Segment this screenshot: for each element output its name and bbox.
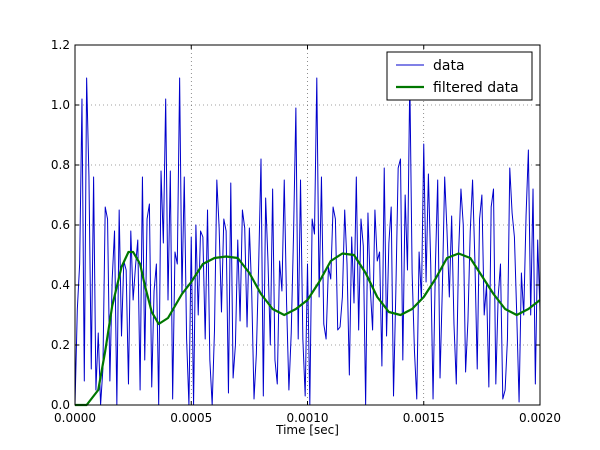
x-tick-label: 0.0015	[403, 411, 445, 425]
y-tick-label: 1.0	[51, 98, 70, 112]
x-tick-label: 0.0000	[54, 411, 96, 425]
series-layer	[74, 77, 541, 407]
series-line-filtered-data	[75, 250, 541, 407]
x-axis-label: Time [sec]	[275, 423, 339, 437]
x-tick-label: 0.0005	[170, 411, 212, 425]
legend-label-filtered-data: filtered data	[433, 80, 519, 96]
y-tick-label: 0.0	[51, 398, 70, 412]
legend-box	[386, 51, 533, 101]
y-tick-label: 0.2	[51, 338, 70, 352]
y-tick-label: 0.6	[51, 218, 70, 232]
series-line-data	[74, 77, 541, 406]
x-tick-label: 0.0010	[287, 411, 329, 425]
x-tick-label: 0.0020	[519, 411, 561, 425]
y-tick-label: 0.8	[51, 158, 70, 172]
y-tick-label: 0.4	[51, 278, 70, 292]
y-tick-label: 1.2	[51, 38, 70, 52]
legend: data filtered data	[386, 51, 533, 101]
ticks: 0.0000 0.0005 0.0010 0.0015 0.0020 0.0 0.2 0.4 0…	[51, 38, 561, 425]
legend-label-data: data	[433, 58, 465, 74]
